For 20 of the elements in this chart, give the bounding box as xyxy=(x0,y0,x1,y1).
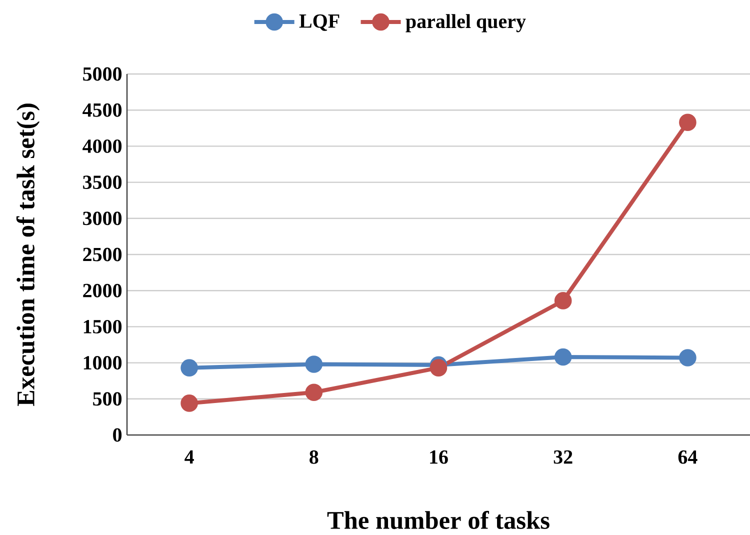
y-tick-label: 2000 xyxy=(83,284,122,298)
y-tick-label: 4000 xyxy=(82,139,122,153)
legend-label: parallel query xyxy=(406,14,526,32)
y-tick-label: 5000 xyxy=(83,67,122,81)
y-tick-label: 0 xyxy=(113,428,122,442)
x-axis-title: The number of tasks xyxy=(327,510,550,530)
x-tick-label: 4 xyxy=(184,450,194,464)
x-tick-label: 64 xyxy=(678,450,698,464)
x-tick-label: 8 xyxy=(310,450,318,464)
y-tick-label: 1000 xyxy=(84,356,122,370)
y-tick-label: 500 xyxy=(93,392,122,406)
legend-label: LQF xyxy=(299,14,340,31)
x-tick-label: 16 xyxy=(430,450,448,464)
y-tick-label: 2500 xyxy=(83,248,122,262)
y-axis-title: Execution time of task set(s) xyxy=(16,104,40,406)
y-tick-label: 4500 xyxy=(82,103,122,117)
y-tick-label: 3500 xyxy=(83,176,122,190)
x-tick-label: 32 xyxy=(554,450,572,464)
y-tick-label: 3000 xyxy=(83,212,122,226)
y-tick-label: 1500 xyxy=(84,320,122,334)
